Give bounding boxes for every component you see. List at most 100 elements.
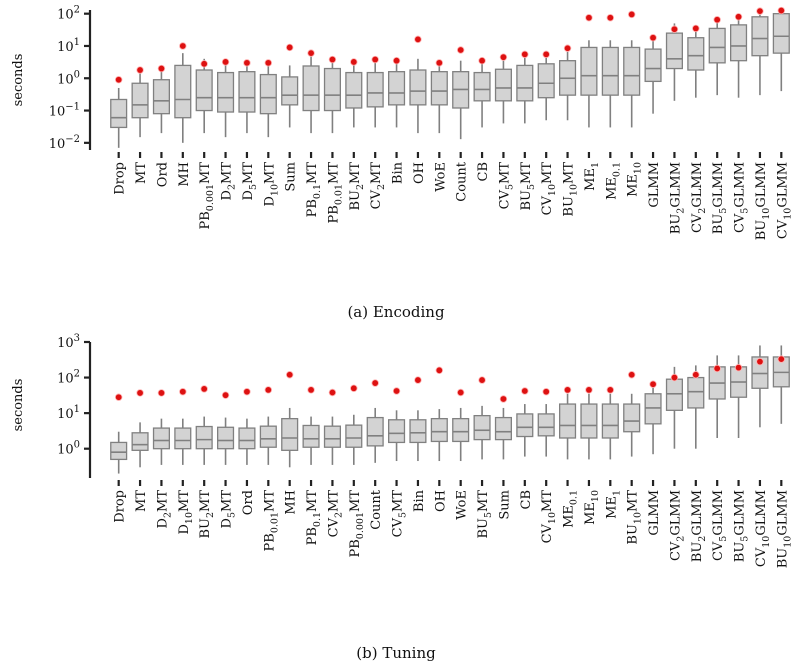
x-label-subscript: 5 bbox=[504, 184, 515, 190]
box-15 bbox=[430, 59, 448, 134]
x-tick-label: D10MT bbox=[262, 162, 280, 207]
x-tick-label: ME1 bbox=[583, 162, 601, 191]
box-rect bbox=[409, 69, 427, 106]
x-tick-label: BU2GLMM bbox=[668, 162, 686, 234]
x-label-base: BU bbox=[775, 548, 790, 569]
x-tick-label: WoE bbox=[455, 490, 470, 520]
x-label-suffix: GLMM bbox=[711, 490, 726, 536]
x-tick-label: CV2GLMM bbox=[668, 490, 686, 561]
box-24 bbox=[623, 10, 641, 128]
x-tick-label: PB0.1MT bbox=[305, 162, 323, 218]
x-label-base: OH bbox=[412, 162, 427, 184]
box-29 bbox=[730, 13, 748, 98]
x-label-base: CV bbox=[391, 517, 406, 537]
box-22 bbox=[580, 386, 598, 460]
mean-point bbox=[136, 66, 144, 74]
x-label-subscript: 10 bbox=[782, 208, 792, 220]
x-label-base: Drop bbox=[113, 162, 128, 195]
x-label-suffix: GLMM bbox=[711, 162, 726, 208]
y-tick-label: 10−1 bbox=[49, 102, 80, 120]
box-31 bbox=[772, 345, 790, 424]
mean-point bbox=[243, 59, 251, 67]
y-tick-base: 10 bbox=[49, 137, 66, 152]
x-tick-label: BU10MT bbox=[562, 162, 580, 217]
box-rect bbox=[494, 68, 512, 102]
x-label-subscript: 2 bbox=[675, 208, 686, 214]
x-label-base: CV bbox=[733, 213, 748, 233]
x-label-base: PB bbox=[262, 533, 277, 551]
box-24 bbox=[623, 371, 641, 457]
box-20 bbox=[537, 50, 555, 121]
x-label-base: WoE bbox=[433, 162, 448, 192]
box-rect bbox=[195, 425, 213, 450]
x-tick-label: Ord bbox=[241, 490, 256, 515]
x-tick-label: OH bbox=[412, 162, 427, 184]
x-label-subscript: 2 bbox=[355, 184, 366, 190]
x-label-subscript: 2 bbox=[697, 208, 708, 214]
box-21 bbox=[559, 44, 577, 121]
box-20 bbox=[537, 388, 555, 457]
box-rect bbox=[537, 63, 555, 99]
box-5 bbox=[217, 391, 235, 465]
box-19 bbox=[516, 50, 534, 124]
box-11 bbox=[345, 384, 363, 465]
x-label-base: PB bbox=[326, 205, 341, 223]
box-rect bbox=[366, 416, 384, 447]
box-3 bbox=[174, 42, 192, 143]
box-0 bbox=[110, 76, 128, 148]
x-label-suffix: MT bbox=[177, 490, 192, 512]
mean-point bbox=[414, 35, 422, 44]
box-29 bbox=[730, 355, 748, 438]
box-rect bbox=[601, 46, 619, 96]
x-label-base: D bbox=[241, 190, 256, 200]
box-rect bbox=[281, 76, 299, 106]
y-tick-base: 10 bbox=[57, 40, 74, 55]
box-7 bbox=[259, 59, 277, 138]
box-rect bbox=[430, 417, 448, 443]
y-tick-exponent: 1 bbox=[74, 404, 80, 415]
x-label-suffix: GLMM bbox=[775, 490, 790, 536]
box-23 bbox=[601, 386, 619, 460]
mean-point bbox=[649, 34, 657, 42]
x-tick-label: MH bbox=[177, 162, 192, 187]
x-label-base: CV bbox=[711, 541, 726, 561]
x-label-subscript: 5 bbox=[248, 184, 259, 190]
box-28 bbox=[708, 16, 726, 96]
y-tick-exponent: 2 bbox=[74, 369, 80, 380]
x-label-subscript: 10 bbox=[269, 184, 280, 196]
x-label-subscript: 2 bbox=[205, 512, 216, 518]
y-tick-exponent: 3 bbox=[74, 333, 80, 344]
mean-point bbox=[606, 14, 615, 22]
x-tick-label: MT bbox=[134, 162, 149, 184]
mean-point bbox=[670, 373, 679, 382]
box-rect bbox=[281, 417, 299, 451]
x-label-base: ME bbox=[604, 496, 619, 519]
x-label-base: D bbox=[262, 196, 277, 206]
x-label-base: D bbox=[220, 190, 235, 200]
x-label-base: ME bbox=[626, 174, 641, 197]
box-rect bbox=[623, 46, 641, 96]
y-tick-base: 10 bbox=[57, 336, 74, 351]
x-tick-label: GLMM bbox=[647, 490, 662, 536]
x-label-base: D bbox=[177, 524, 192, 534]
x-label-subscript: 0.1 bbox=[569, 490, 580, 505]
mean-point bbox=[221, 391, 230, 399]
x-label-base: Sum bbox=[284, 162, 299, 192]
box-rect bbox=[580, 46, 598, 96]
x-label-base: CV bbox=[369, 189, 384, 209]
x-tick-label: PB0.01MT bbox=[262, 490, 280, 552]
x-label-base: BU bbox=[562, 196, 577, 217]
x-tick-label: Bin bbox=[391, 161, 406, 184]
x-label-base: BU bbox=[668, 214, 683, 235]
mean-point bbox=[200, 60, 208, 68]
mean-point bbox=[478, 56, 486, 65]
x-tick-label: D10MT bbox=[177, 490, 195, 535]
x-label-subscript: 5 bbox=[526, 184, 537, 190]
box-27 bbox=[687, 24, 705, 98]
box-9 bbox=[302, 386, 320, 465]
box-rect bbox=[665, 378, 683, 411]
box-13 bbox=[388, 56, 406, 128]
mean-point bbox=[456, 388, 465, 397]
x-label-suffix: MT bbox=[220, 162, 235, 184]
x-label-subscript: 0.01 bbox=[333, 184, 344, 205]
